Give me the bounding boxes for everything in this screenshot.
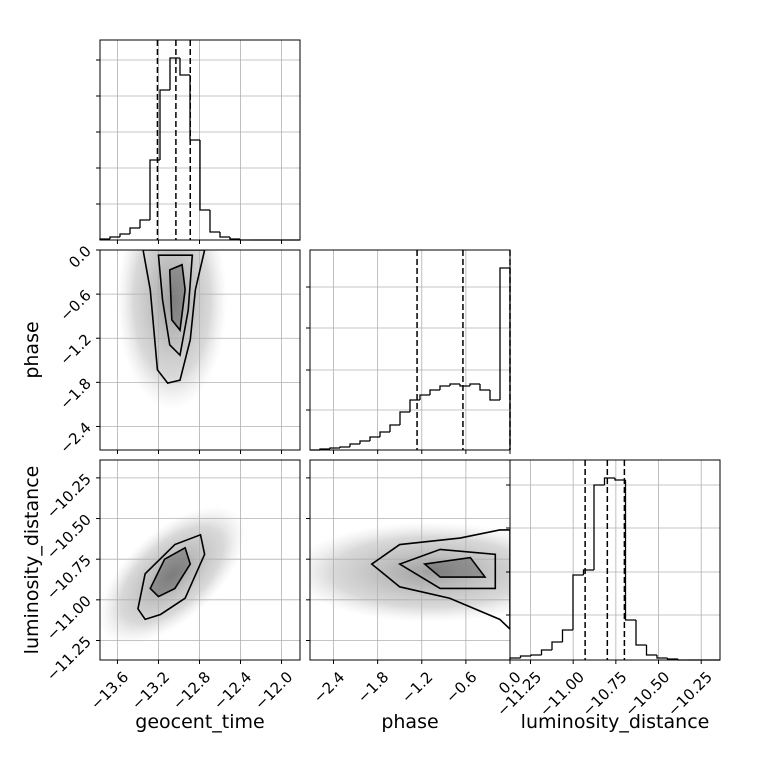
histogram-bin bbox=[399, 411, 410, 425]
histogram-bin bbox=[499, 267, 511, 450]
histogram-bin bbox=[603, 477, 615, 485]
x-tick-label: −0.6 bbox=[442, 668, 480, 706]
histogram-bin bbox=[551, 641, 563, 650]
histogram-bin bbox=[561, 629, 573, 642]
panel-frame bbox=[309, 249, 511, 451]
histogram-bin bbox=[656, 655, 668, 659]
histogram-bin bbox=[614, 478, 626, 481]
y-tick-label: 0.0 bbox=[65, 242, 95, 272]
y-tick-label: −10.25 bbox=[43, 470, 95, 522]
x-tick-label: −1.8 bbox=[354, 668, 392, 706]
x-tick-label: −12.8 bbox=[169, 668, 214, 713]
x-tick-label: −13.2 bbox=[128, 668, 173, 713]
scatter-cloud bbox=[310, 522, 510, 622]
histogram-bin bbox=[479, 384, 490, 391]
histogram-bin bbox=[199, 140, 210, 211]
histogram-bin bbox=[624, 480, 636, 621]
histogram-bin bbox=[349, 443, 360, 447]
panel-frame bbox=[99, 249, 301, 451]
panel-frame bbox=[99, 39, 301, 241]
histogram-bin bbox=[129, 227, 140, 234]
histogram-bin bbox=[519, 655, 531, 658]
histogram-bin bbox=[429, 389, 440, 395]
histogram-bin bbox=[379, 431, 390, 437]
histogram-bin bbox=[459, 384, 470, 387]
histogram-bin bbox=[439, 385, 450, 390]
y-tick-label: −10.50 bbox=[43, 511, 95, 563]
x-axis-label: geocent_time bbox=[135, 711, 264, 733]
histogram-bin bbox=[149, 159, 160, 220]
panel-frame bbox=[509, 459, 721, 661]
x-axis-label: luminosity_distance bbox=[521, 711, 710, 733]
histogram-bin bbox=[229, 237, 240, 240]
histogram-bin bbox=[419, 394, 430, 400]
histogram-bin bbox=[169, 57, 180, 90]
x-axis-label: phase bbox=[381, 711, 438, 733]
x-tick-label: −12.4 bbox=[210, 668, 255, 713]
histogram-bin bbox=[389, 424, 400, 432]
histogram-bin bbox=[635, 620, 647, 646]
y-tick-label: −10.75 bbox=[43, 551, 95, 603]
histogram-bin bbox=[530, 654, 542, 656]
contour bbox=[137, 533, 206, 621]
y-tick-label: −1.2 bbox=[56, 330, 94, 368]
histogram-bin bbox=[645, 645, 657, 656]
histogram-bin bbox=[582, 569, 594, 575]
histogram-bin bbox=[666, 658, 678, 660]
histogram-bin bbox=[469, 383, 480, 386]
scatter-cloud bbox=[100, 506, 246, 644]
histogram-bin bbox=[449, 383, 460, 386]
histogram-bin bbox=[339, 446, 350, 448]
contour bbox=[422, 556, 487, 578]
y-tick-label: −1.8 bbox=[56, 374, 94, 412]
x-tick-label: −1.2 bbox=[398, 668, 436, 706]
histogram-bin bbox=[489, 390, 500, 401]
histogram-bin bbox=[209, 210, 220, 233]
histogram-bin bbox=[119, 233, 130, 237]
histogram-bin bbox=[540, 649, 552, 655]
y-axis-label: luminosity_distance bbox=[21, 466, 43, 655]
histogram-bin bbox=[179, 58, 190, 76]
y-tick-label: −11.25 bbox=[43, 633, 95, 685]
panel-frame bbox=[309, 459, 511, 661]
histogram-bin bbox=[369, 436, 380, 441]
contour bbox=[142, 250, 206, 384]
contour bbox=[157, 254, 194, 357]
contour bbox=[397, 548, 497, 590]
histogram-bin bbox=[593, 484, 605, 570]
contour bbox=[168, 263, 186, 333]
contour bbox=[149, 546, 192, 598]
histogram-bin bbox=[572, 574, 584, 630]
histogram-bin bbox=[139, 219, 150, 228]
y-axis-label: phase bbox=[21, 321, 43, 378]
x-tick-label: −12.0 bbox=[251, 668, 296, 713]
y-tick-label: −2.4 bbox=[56, 419, 94, 457]
x-tick-label: −2.4 bbox=[310, 668, 348, 706]
contour bbox=[370, 529, 510, 631]
histogram-bin bbox=[189, 75, 200, 141]
y-tick-label: −11.00 bbox=[43, 592, 95, 644]
histogram-bin bbox=[159, 89, 170, 160]
x-tick-label: −13.6 bbox=[87, 668, 132, 713]
panel-frame bbox=[99, 459, 301, 661]
histogram-bin bbox=[219, 232, 230, 238]
histogram-bin bbox=[359, 440, 370, 444]
histogram-bin bbox=[109, 236, 120, 239]
histogram-bin bbox=[329, 447, 340, 449]
y-tick-label: −0.6 bbox=[56, 286, 94, 324]
